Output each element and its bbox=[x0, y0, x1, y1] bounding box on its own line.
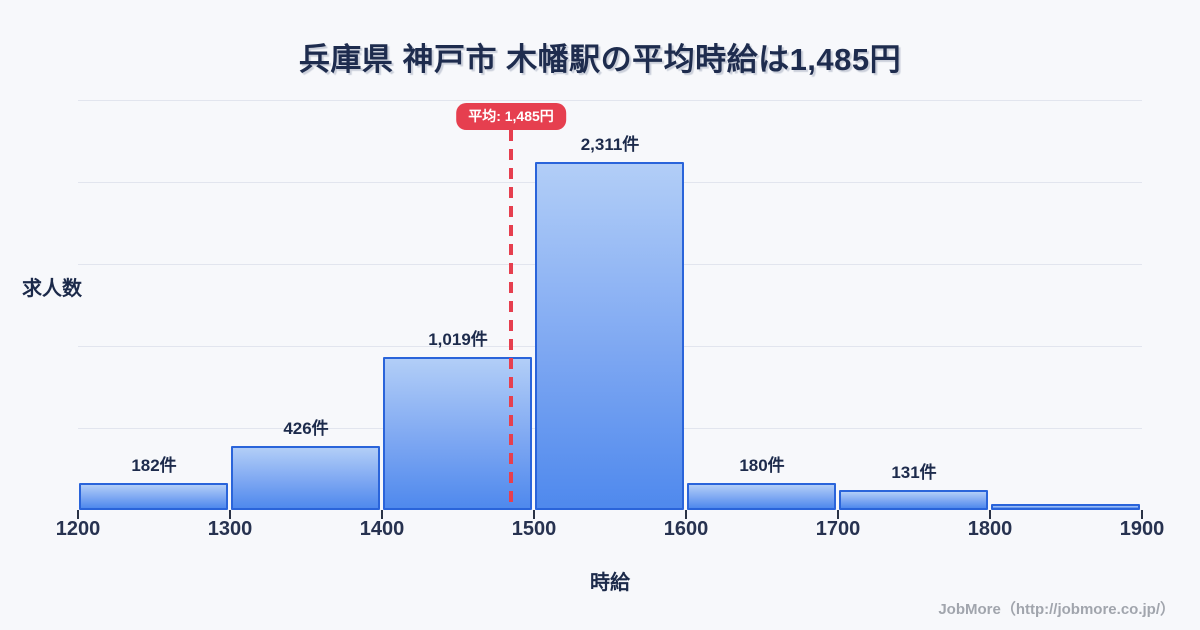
x-axis-tick-label: 1500 bbox=[511, 518, 557, 540]
x-axis-tick bbox=[989, 510, 991, 519]
average-badge: 平均: 1,485円 bbox=[456, 103, 566, 130]
y-axis-label: 求人数 bbox=[22, 278, 82, 300]
bar-value-label: 182件 bbox=[131, 456, 177, 475]
x-axis-tick-label: 1400 bbox=[359, 518, 405, 540]
x-axis-tick bbox=[837, 510, 839, 519]
histogram-bar bbox=[687, 483, 836, 510]
bar-value-label: 1,019件 bbox=[428, 330, 488, 349]
bar-value-label: 131件 bbox=[891, 463, 937, 482]
x-axis-tick bbox=[381, 510, 383, 519]
x-axis-tick-label: 1200 bbox=[55, 518, 101, 540]
bar-value-label: 180件 bbox=[739, 456, 785, 475]
x-axis-tick-label: 1600 bbox=[663, 518, 709, 540]
x-axis-label: 時給 bbox=[590, 572, 630, 594]
bar-value-label: 2,311件 bbox=[580, 135, 640, 154]
bar-value-label: 426件 bbox=[283, 419, 329, 438]
x-axis-tick-label: 1700 bbox=[815, 518, 861, 540]
x-axis-tick-label: 1900 bbox=[1119, 518, 1165, 540]
x-axis-tick bbox=[229, 510, 231, 519]
plot-area: 平均: 1,485円 182件 426件 1,019件 2,311件 180件 131件 1… bbox=[56, 100, 1164, 540]
x-axis-tick-label: 1800 bbox=[967, 518, 1013, 540]
footer-credit: JobMore（http://jobmore.co.jp/） bbox=[938, 601, 1175, 618]
histogram-bar bbox=[991, 504, 1140, 510]
page-title: 兵庫県 神戸市 木幡駅の平均時給は1,485円 bbox=[298, 42, 902, 77]
gridline bbox=[78, 100, 1142, 101]
histogram-bar bbox=[535, 162, 684, 510]
x-axis-tick bbox=[685, 510, 687, 519]
average-line bbox=[509, 130, 513, 510]
x-axis-tick-label: 1300 bbox=[207, 518, 253, 540]
histogram-bar bbox=[79, 483, 228, 510]
histogram-bar bbox=[383, 357, 532, 510]
x-axis-tick bbox=[1141, 510, 1143, 519]
x-axis-tick bbox=[77, 510, 79, 519]
histogram-bar bbox=[839, 490, 988, 510]
histogram-bar bbox=[231, 446, 380, 510]
x-axis-tick bbox=[533, 510, 535, 519]
